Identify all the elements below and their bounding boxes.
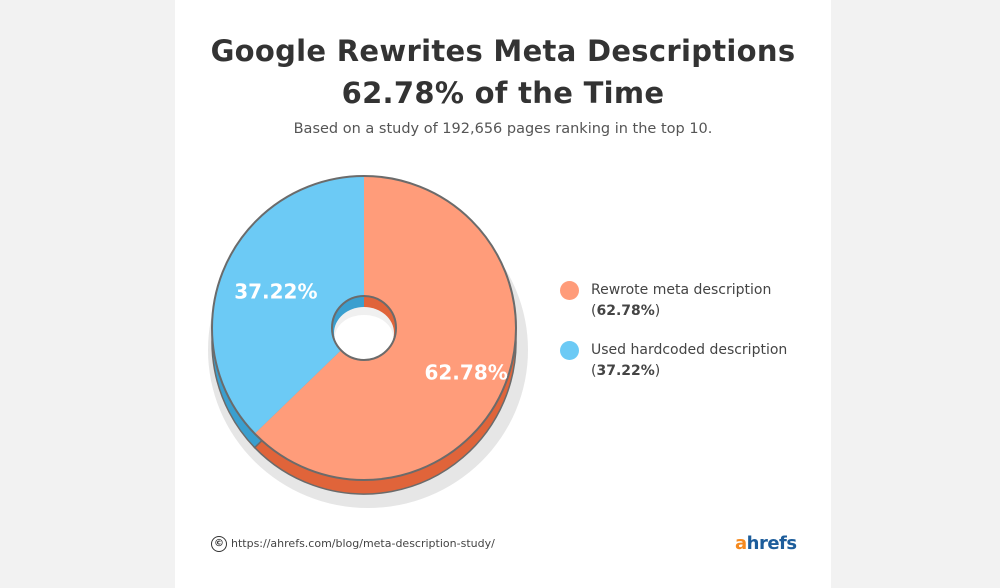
chart-rim: [211, 175, 517, 481]
legend: Rewrote meta description (62.78%) Used h…: [560, 281, 787, 401]
donut-chart: 62.78% 37.22%: [208, 175, 528, 508]
infographic-card: Google Rewrites Meta Descriptions 62.78%…: [175, 0, 831, 588]
title-line-1: Google Rewrites Meta Descriptions: [210, 34, 796, 68]
data-label: 37.22%: [234, 280, 317, 304]
legend-swatch-hardcoded: [560, 341, 579, 360]
hole-rim: [331, 295, 397, 361]
legend-value: 62.78%: [596, 303, 655, 319]
legend-item-hardcoded: Used hardcoded description (37.22%): [560, 341, 787, 389]
legend-label: Used hardcoded description: [591, 342, 788, 358]
copyright-icon: ©: [211, 536, 227, 552]
title-line-2: 62.78% of the Time: [341, 76, 665, 110]
data-label: 62.78%: [424, 360, 507, 384]
legend-swatch-rewrote: [560, 281, 579, 300]
source-url[interactable]: https://ahrefs.com/blog/meta-description…: [231, 537, 495, 550]
pie-slice: [211, 176, 364, 434]
ahrefs-logo: ahrefs: [735, 533, 797, 554]
hole-center: [335, 315, 393, 359]
chart-subtitle: Based on a study of 192,656 pages rankin…: [293, 121, 713, 137]
legend-label: Rewrote meta description: [591, 282, 772, 298]
legend-item-rewrote: Rewrote meta description (62.78%): [560, 281, 787, 329]
legend-value: 37.22%: [596, 363, 655, 379]
chart-title: Google Rewrites Meta Descriptions 62.78%…: [175, 30, 831, 114]
